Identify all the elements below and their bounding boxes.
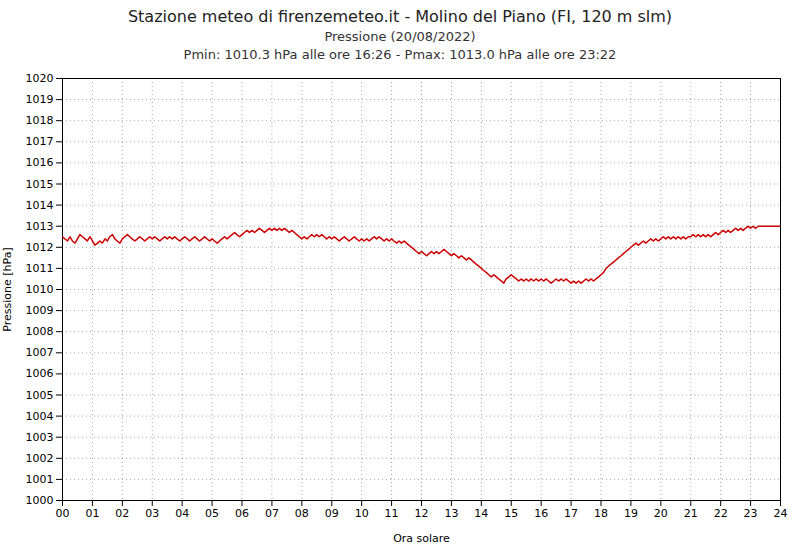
svg-text:1008: 1008: [26, 325, 54, 338]
svg-text:1018: 1018: [26, 114, 54, 127]
svg-text:24: 24: [774, 507, 788, 520]
svg-text:08: 08: [295, 507, 309, 520]
svg-text:20: 20: [654, 507, 668, 520]
svg-text:07: 07: [265, 507, 279, 520]
svg-text:1017: 1017: [26, 135, 54, 148]
svg-text:21: 21: [684, 507, 698, 520]
html-text:Pmin: 1010.3 hPa alle ore 16:2: Pmin: 1010.3 hPa alle ore 16:26 - Pmax: …: [183, 47, 617, 62]
svg-text:1011: 1011: [26, 262, 54, 275]
svg-text:14: 14: [474, 507, 488, 520]
svg-text:10: 10: [355, 507, 369, 520]
svg-text:1000: 1000: [26, 494, 54, 507]
html-text:Pressione (20/08/2022): Pressione (20/08/2022): [324, 29, 476, 44]
svg-text:22: 22: [714, 507, 728, 520]
svg-text:1009: 1009: [26, 304, 54, 317]
svg-text:1020: 1020: [26, 72, 54, 85]
svg-text:16: 16: [534, 507, 548, 520]
svg-text:1006: 1006: [26, 367, 54, 380]
svg-text:1015: 1015: [26, 178, 54, 191]
svg-text:12: 12: [415, 507, 429, 520]
svg-text:Pressione [hPa]: Pressione [hPa]: [1, 247, 14, 331]
svg-text:Ora solare: Ora solare: [393, 532, 450, 545]
svg-text:1005: 1005: [26, 389, 54, 402]
svg-text:1014: 1014: [26, 199, 54, 212]
svg-text:1013: 1013: [26, 220, 54, 233]
svg-text:23: 23: [744, 507, 758, 520]
svg-text:06: 06: [235, 507, 249, 520]
svg-text:03: 03: [145, 507, 159, 520]
svg-text:05: 05: [205, 507, 219, 520]
svg-text:1001: 1001: [26, 473, 54, 486]
svg-text:1003: 1003: [26, 431, 54, 444]
svg-text:02: 02: [115, 507, 129, 520]
svg-text:11: 11: [385, 507, 399, 520]
svg-text:1004: 1004: [26, 410, 54, 423]
svg-text:1007: 1007: [26, 346, 54, 359]
svg-text:1010: 1010: [26, 283, 54, 296]
svg-text:13: 13: [444, 507, 458, 520]
svg-text:1016: 1016: [26, 156, 54, 169]
svg-text:1012: 1012: [26, 241, 54, 254]
svg-text:19: 19: [624, 507, 638, 520]
svg-text:04: 04: [175, 507, 189, 520]
svg-text:01: 01: [85, 507, 99, 520]
svg-text:17: 17: [564, 507, 578, 520]
svg-text:1002: 1002: [26, 452, 54, 465]
svg-text:09: 09: [325, 507, 339, 520]
svg-text:1019: 1019: [26, 93, 54, 106]
svg-text:18: 18: [594, 507, 608, 520]
svg-text:15: 15: [504, 507, 518, 520]
html-text:Stazione meteo di firenzemeteo: Stazione meteo di firenzemeteo.it - Moli…: [127, 7, 673, 26]
svg-text:00: 00: [56, 507, 70, 520]
